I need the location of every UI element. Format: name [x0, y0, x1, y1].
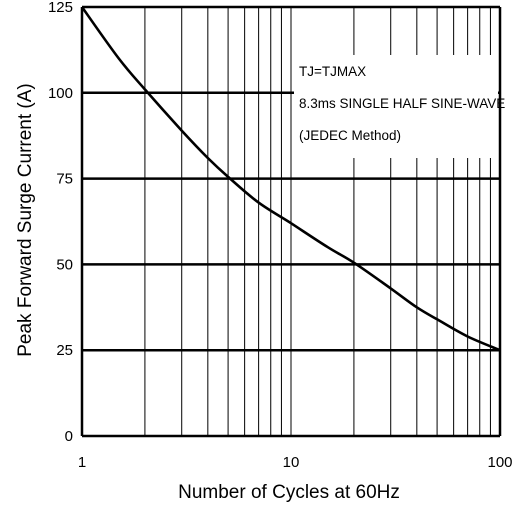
annotation-tj: TJ=TJMAX	[299, 64, 366, 79]
x-tick-label: 10	[283, 454, 300, 471]
y-axis-label: Peak Forward Surge Current (A)	[15, 83, 36, 357]
y-tick-label: 125	[48, 0, 73, 16]
annotation-method: (JEDEC Method)	[299, 128, 401, 143]
y-tick-label: 0	[65, 428, 73, 445]
x-axis-label: Number of Cycles at 60Hz	[178, 482, 400, 503]
plot-frame	[80, 5, 502, 438]
annotation-waveform: 8.3ms SINGLE HALF SINE-WAVE	[299, 96, 505, 111]
annotation-background	[294, 55, 498, 158]
surge-current-curve	[80, 6, 501, 352]
y-tick-label: 25	[56, 342, 73, 359]
x-tick-label: 1	[78, 454, 86, 471]
y-tick-label: 100	[48, 85, 73, 102]
annotation-block: TJ=TJMAX 8.3ms SINGLE HALF SINE-WAVE (JE…	[299, 64, 505, 143]
x-tick-labels: 1 10 100	[78, 454, 513, 471]
y-tick-label: 75	[56, 171, 73, 188]
y-tick-label: 50	[56, 256, 73, 273]
y-tick-labels: 0 25 50 75 100 125	[48, 0, 73, 445]
x-tick-label: 100	[487, 454, 512, 471]
